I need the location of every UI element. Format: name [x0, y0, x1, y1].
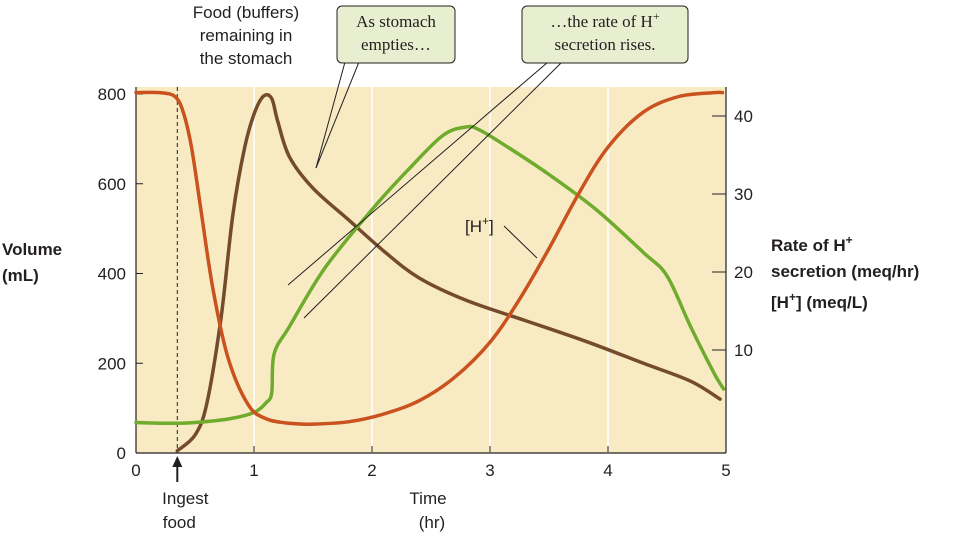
series-lines — [134, 90, 726, 453]
hplus-leader-line — [503, 225, 538, 259]
left-tick-label-0: 0 — [117, 444, 126, 463]
hplus-curve-label: [H+] — [465, 214, 494, 236]
ingest-food-arrow — [172, 456, 183, 482]
x-axis-label-line1: Time — [409, 489, 446, 508]
callout2-box — [521, 5, 689, 64]
left-axis-label-line1: Volume — [2, 240, 62, 259]
right-axis-rate-label-line1: Rate of H+ — [771, 233, 853, 255]
callout1-line2: empties… — [361, 35, 431, 54]
left-tick-label-600: 600 — [98, 175, 126, 194]
callout2-pointer-b — [303, 61, 563, 319]
x-tick-label-2: 2 — [367, 461, 376, 480]
left-y-axis-ticks: 0 200 400 600 800 — [98, 85, 143, 463]
right-axis-conc-label: [H+] (meq/L) — [771, 290, 868, 312]
ingest-label-line2: food — [163, 513, 196, 532]
food-volume-line — [175, 92, 722, 453]
right-tick-label-30: 30 — [734, 185, 753, 204]
x-tick-label-1: 1 — [249, 461, 258, 480]
left-tick-label-200: 200 — [98, 354, 126, 373]
callout2-line1: …the rate of H+ — [550, 9, 659, 31]
callout1-pointer — [315, 61, 360, 169]
x-axis-ticks: 0 1 2 3 4 5 — [131, 446, 731, 480]
right-y-axis-ticks: 10 20 30 40 — [712, 107, 753, 360]
callout1-box — [336, 5, 456, 64]
food-label-line1: Food (buffers) — [193, 3, 299, 22]
left-tick-label-400: 400 — [98, 265, 126, 284]
callout2-line2: secretion rises. — [554, 35, 655, 54]
x-tick-label-3: 3 — [485, 461, 494, 480]
h-concentration-line — [134, 90, 725, 426]
ingest-label-line1: Ingest — [162, 489, 209, 508]
x-tick-label-0: 0 — [131, 461, 140, 480]
x-tick-label-4: 4 — [603, 461, 612, 480]
right-axis-rate-label-line2: secretion (meq/hr) — [771, 262, 919, 281]
callout1-pointer-b — [315, 61, 346, 169]
right-tick-label-20: 20 — [734, 263, 753, 282]
left-axis-label-line2: (mL) — [2, 266, 39, 285]
ingest-arrow-head — [172, 456, 183, 467]
callout1-line1: As stomach — [356, 12, 436, 31]
plot-area — [136, 87, 726, 453]
h-secretion-rate-line — [134, 124, 726, 426]
right-tick-label-10: 10 — [734, 341, 753, 360]
callout2-pointer-a — [287, 61, 549, 286]
right-tick-label-40: 40 — [734, 107, 753, 126]
left-tick-label-800: 800 — [98, 85, 126, 104]
food-label-line2: remaining in — [200, 26, 293, 45]
food-label-line3: the stomach — [200, 49, 293, 68]
x-axis-label-line2: (hr) — [419, 513, 445, 532]
x-tick-label-5: 5 — [721, 461, 730, 480]
